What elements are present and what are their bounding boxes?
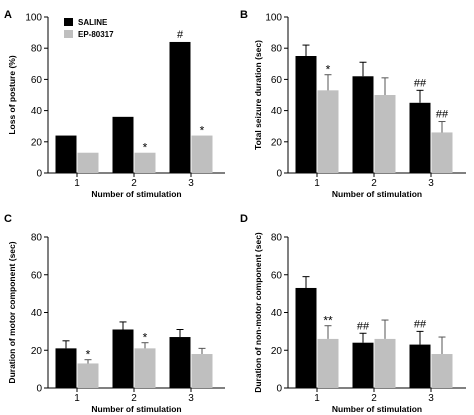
significance-mark: **	[323, 314, 333, 328]
bar-ep-80317-2	[134, 348, 156, 388]
bar-saline-1	[295, 56, 317, 173]
y-tick-label: 0	[276, 384, 282, 395]
y-tick-label: 20	[31, 137, 43, 148]
significance-mark: *	[143, 331, 148, 345]
bar-saline-2	[112, 329, 134, 388]
y-tick-label: 80	[271, 233, 283, 244]
y-tick-label: 60	[31, 75, 43, 86]
x-axis-label: Number of stimulation	[332, 189, 422, 199]
significance-mark: *	[143, 141, 148, 155]
x-tick-label: 1	[74, 393, 80, 404]
y-tick-label: 20	[31, 346, 43, 357]
significance-mark: ##	[414, 318, 427, 330]
y-tick-label: 80	[31, 233, 43, 244]
significance-mark: ##	[414, 77, 427, 89]
bar-ep-80317-1	[77, 363, 99, 388]
bar-ep-80317-3	[431, 354, 453, 388]
bar-saline-2	[352, 342, 374, 388]
panel-letter: D	[240, 213, 248, 225]
y-tick-label: 100	[25, 13, 42, 24]
y-tick-label: 100	[265, 13, 282, 24]
bar-saline-1	[55, 135, 77, 173]
panel-letter: B	[240, 9, 248, 21]
significance-mark: *	[200, 124, 205, 138]
chart-panel-b: B 0 20 40 60 80 100 Total seizure duration (sec…	[240, 9, 466, 199]
bar-ep-80317-1	[317, 338, 339, 388]
y-tick-label: 60	[271, 75, 283, 86]
significance-mark: *	[326, 63, 331, 77]
y-axis-label: Duration of non-motor component (sec)	[253, 232, 263, 393]
x-tick-label: 1	[314, 178, 320, 189]
y-axis-label: Loss of posture (%)	[7, 55, 17, 135]
bar-saline-3	[409, 344, 431, 388]
bar-ep-80317-2	[134, 152, 156, 173]
y-tick-label: 40	[271, 106, 283, 117]
x-tick-label: 2	[371, 178, 377, 189]
chart-panel-c: C 0 20 40 60 80 Duration of motor component (s…	[4, 213, 225, 414]
x-tick-label: 3	[188, 178, 194, 189]
legend-swatch	[64, 30, 73, 38]
y-tick-label: 20	[271, 137, 283, 148]
bar-saline-3	[169, 337, 191, 388]
bar-ep-80317-2	[374, 95, 396, 173]
y-tick-label: 0	[36, 169, 42, 180]
panel-letter: C	[4, 213, 12, 225]
bar-ep-80317-3	[431, 132, 453, 173]
significance-mark: *	[86, 348, 91, 362]
y-tick-label: 80	[271, 44, 283, 55]
y-tick-label: 40	[271, 308, 283, 319]
significance-mark: ##	[357, 320, 370, 332]
y-tick-label: 0	[276, 169, 282, 180]
panel-letter: A	[4, 9, 12, 21]
legend-swatch	[64, 18, 73, 26]
x-axis-label: Number of stimulation	[91, 404, 181, 414]
bar-ep-80317-3	[191, 135, 213, 173]
bar-saline-3	[409, 102, 431, 173]
x-tick-label: 2	[371, 393, 377, 404]
y-tick-label: 40	[31, 106, 43, 117]
x-tick-label: 2	[131, 178, 137, 189]
y-tick-label: 80	[31, 44, 43, 55]
y-tick-label: 0	[36, 384, 42, 395]
bar-saline-3	[169, 41, 191, 174]
x-axis-label: Number of stimulation	[91, 189, 181, 199]
x-tick-label: 1	[314, 393, 320, 404]
x-tick-label: 2	[131, 393, 137, 404]
significance-mark: ##	[436, 109, 449, 121]
x-axis-label: Number of stimulation	[332, 404, 422, 414]
bar-ep-80317-3	[191, 354, 213, 388]
x-tick-label: 3	[188, 393, 194, 404]
x-tick-label: 3	[428, 178, 434, 189]
y-tick-label: 60	[31, 270, 43, 281]
chart-panel-a: A 0 20 40 60 80 100 Loss of posture (%) Number o…	[4, 9, 225, 199]
y-axis-label: Duration of motor component (sec)	[7, 241, 17, 383]
legend-label: SALINE	[78, 18, 108, 27]
significance-mark: #	[177, 29, 184, 41]
bar-saline-1	[55, 348, 77, 388]
x-tick-label: 3	[428, 393, 434, 404]
y-axis-label: Total seizure duration (sec)	[253, 40, 263, 150]
bar-ep-80317-2	[374, 338, 396, 388]
y-tick-label: 60	[271, 270, 283, 281]
y-tick-label: 40	[31, 308, 43, 319]
bar-saline-2	[352, 76, 374, 173]
bar-saline-1	[295, 287, 317, 388]
y-tick-label: 20	[271, 346, 283, 357]
bar-ep-80317-1	[317, 90, 339, 173]
chart-panel-d: D 0 20 40 60 80 Duration of non-motor componen…	[240, 213, 466, 414]
bar-ep-80317-1	[77, 152, 99, 173]
legend-label: EP-80317	[78, 30, 114, 39]
x-tick-label: 1	[74, 178, 80, 189]
bar-saline-2	[112, 116, 134, 173]
